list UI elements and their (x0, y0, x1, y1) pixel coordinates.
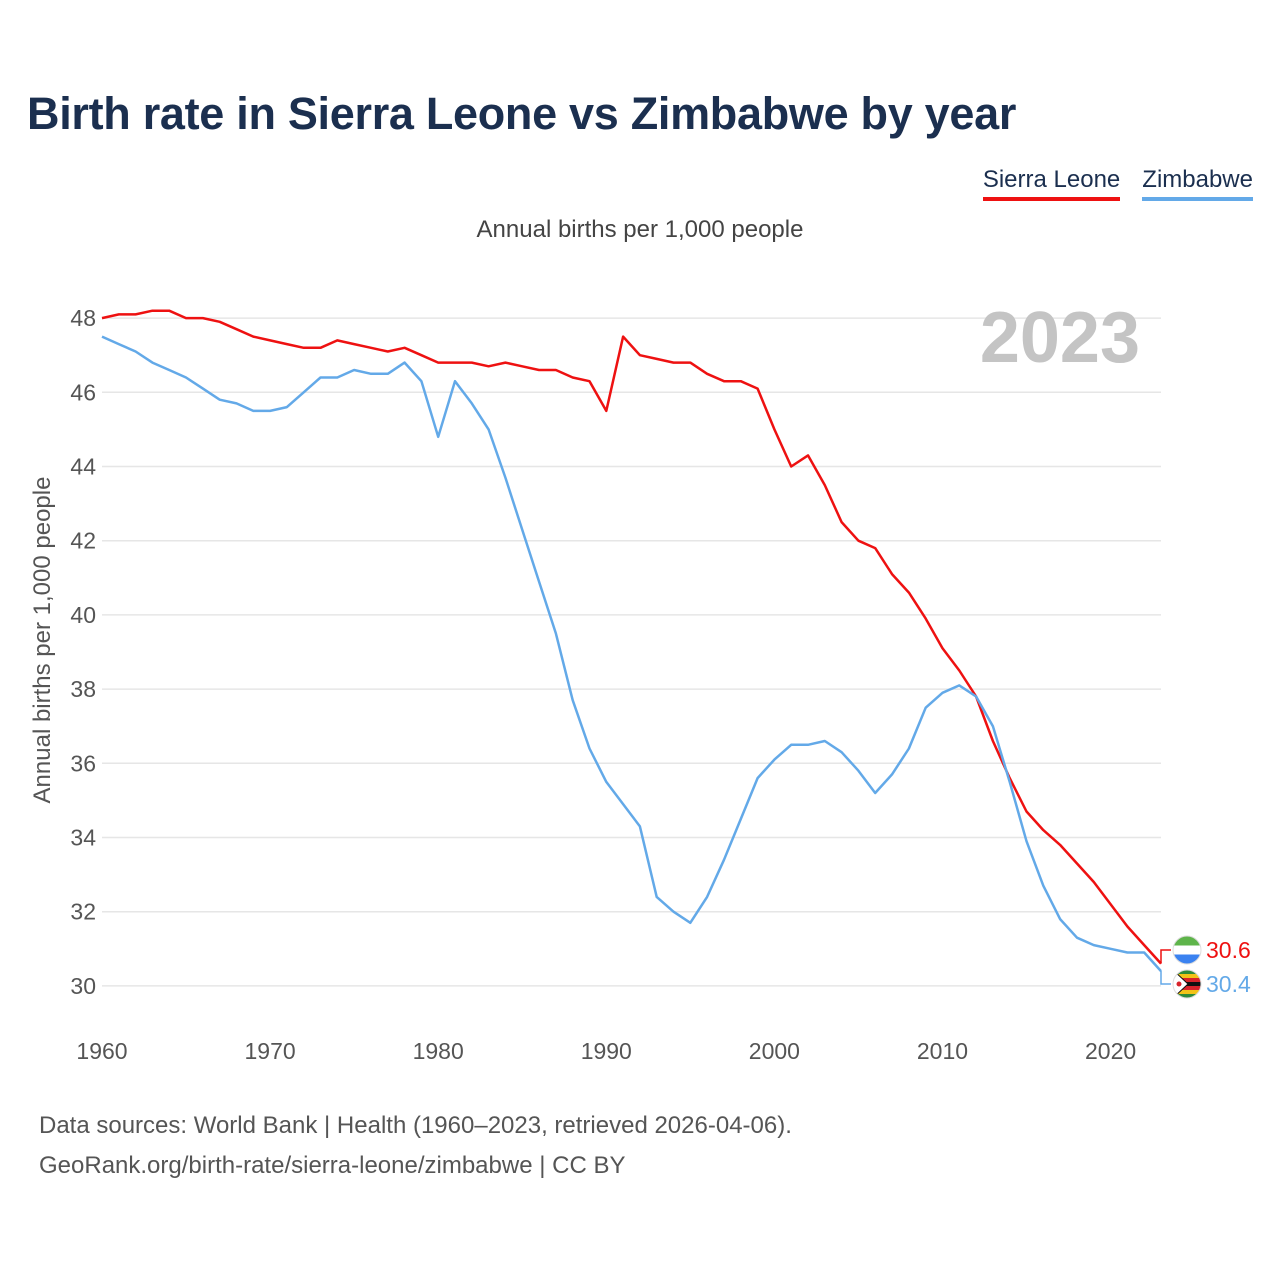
flag-sierra-leone-icon (1172, 935, 1202, 965)
source-url[interactable]: GeoRank.org/birth-rate/sierra-leone/zimb… (39, 1152, 626, 1179)
end-markers: 30.6 30.4 (1160, 935, 1251, 999)
x-tick-label: 1960 (76, 1038, 127, 1064)
legend: Sierra Leone Zimbabwe (982, 166, 1253, 201)
y-tick-label: 38 (70, 676, 96, 702)
grid (102, 317, 1161, 987)
flag-zimbabwe-icon (1172, 969, 1202, 999)
end-value-zimbabwe: 30.4 (1206, 971, 1251, 997)
leader-line (1160, 971, 1171, 985)
y-tick-label: 40 (70, 602, 96, 628)
series-lines (101, 309, 1162, 972)
x-tick-label: 2000 (749, 1038, 800, 1064)
x-tick-label: 1990 (581, 1038, 632, 1064)
series-line-sierra-leone[interactable] (101, 309, 1162, 965)
y-tick-label: 36 (70, 750, 96, 776)
leader-line (1160, 949, 1171, 964)
series-line-zimbabwe[interactable] (101, 335, 1162, 972)
x-tick-label: 1970 (245, 1038, 296, 1064)
y-tick-label: 48 (70, 305, 96, 331)
y-axis-label: Annual births per 1,000 people (29, 477, 56, 804)
chart-subtitle: Annual births per 1,000 people (476, 216, 804, 243)
y-tick-label: 42 (70, 528, 96, 554)
x-axis: 1960 1970 1980 1990 2000 2010 2020 (76, 1038, 1136, 1064)
data-source-note: Data sources: World Bank | Health (1960–… (39, 1112, 792, 1139)
footer: Data sources: World Bank | Health (1960–… (39, 1106, 792, 1186)
y-tick-label: 44 (70, 454, 96, 480)
y-axis: 30 32 34 36 38 40 42 44 46 48 (70, 305, 96, 999)
legend-item-zimbabwe[interactable]: Zimbabwe (1142, 166, 1253, 201)
y-tick-label: 46 (70, 379, 96, 405)
x-tick-label: 1980 (413, 1038, 464, 1064)
x-tick-label: 2010 (917, 1038, 968, 1064)
y-tick-label: 32 (70, 899, 96, 925)
y-tick-label: 34 (70, 825, 96, 851)
x-tick-label: 2020 (1085, 1038, 1136, 1064)
y-tick-label: 30 (70, 973, 96, 999)
legend-item-sierra-leone[interactable]: Sierra Leone (982, 166, 1121, 201)
page-title: Birth rate in Sierra Leone vs Zimbabwe b… (27, 88, 1017, 139)
end-value-sierra-leone: 30.6 (1206, 937, 1251, 963)
year-watermark: 2023 (980, 298, 1140, 378)
